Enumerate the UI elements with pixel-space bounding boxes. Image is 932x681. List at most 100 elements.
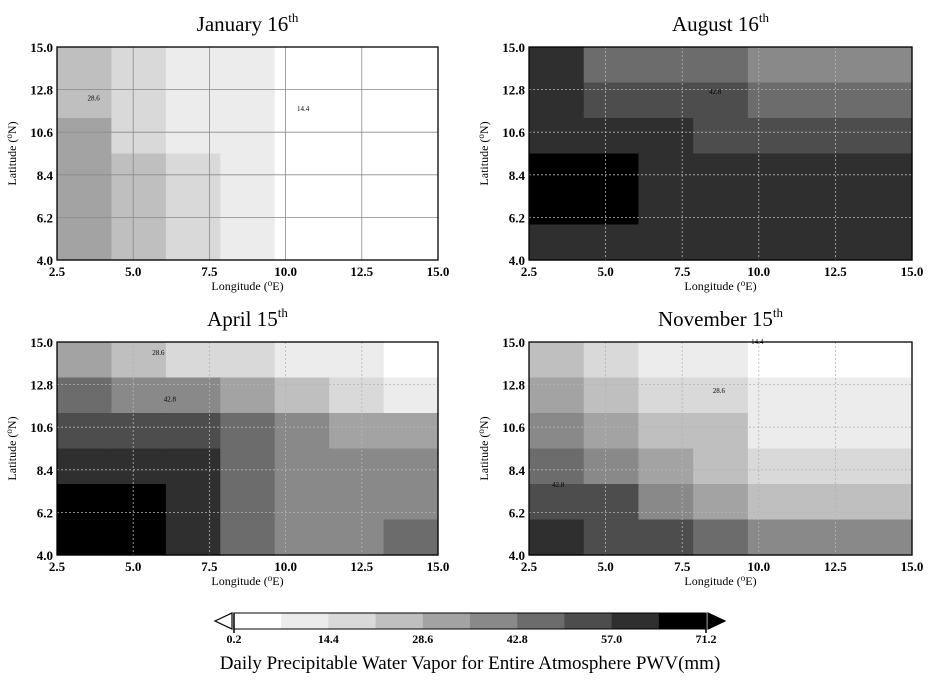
heatmap-cell (111, 224, 167, 261)
x-axis-label-degree: o (268, 278, 273, 288)
heatmap-cell (583, 118, 640, 155)
heatmap-cell (693, 519, 749, 556)
heatmap-cell (274, 82, 330, 119)
panel-title-text: April 15 (207, 307, 278, 331)
heatmap-cell (383, 413, 439, 450)
heatmap-cell (57, 448, 113, 485)
heatmap-cell (747, 47, 804, 84)
heatmap-cell (383, 377, 439, 414)
heatmap-cell (802, 413, 858, 450)
heatmap-cell (638, 413, 694, 450)
heatmap-cell (329, 377, 385, 414)
heatmap-cell (693, 484, 749, 521)
plot-frame (528, 341, 913, 556)
heatmap-cell (274, 519, 330, 556)
contour-label: 14.4 (751, 338, 764, 346)
contour-label: 28.6 (152, 349, 165, 357)
x-tick-label: 7.5 (201, 264, 218, 279)
y-tick-label: 6.2 (509, 210, 525, 225)
colorbar-tick-label: 0.2 (227, 632, 242, 646)
heatmap-cell (802, 189, 858, 226)
y-tick-label: 4.0 (509, 253, 525, 268)
heatmap-cell (529, 47, 585, 84)
heatmap-cell (274, 413, 330, 450)
y-tick-label: 10.6 (502, 125, 525, 140)
x-tick-label: 2.5 (521, 264, 538, 279)
y-tick-label: 10.6 (502, 420, 525, 435)
heatmap-cell (165, 342, 221, 379)
heatmap-cell (329, 118, 385, 155)
heatmap-cell (111, 82, 167, 119)
heatmap-cell (529, 189, 585, 226)
heatmap-cell (529, 118, 585, 155)
panel-2: 42.8 2.5 5.0 7.5 10.0 12.5 15.0 15.0 12.8 10.6 8.4… (476, 10, 923, 293)
heatmap-cell (220, 519, 276, 556)
heatmap-cell (802, 377, 858, 414)
y-tick-label: 15.0 (502, 40, 525, 55)
heatmap-cell (274, 342, 330, 379)
y-tick-label: 4.0 (37, 253, 53, 268)
heatmap-cell (529, 153, 585, 190)
y-axis-label-text: Latitude ( (5, 139, 19, 186)
heatmap-cell (220, 342, 276, 379)
heatmap-cell (383, 519, 439, 556)
heatmap-cell (220, 47, 276, 84)
x-tick-label: 5.0 (597, 559, 613, 574)
heatmap-cell (274, 153, 330, 190)
heatmap-cells (57, 342, 439, 556)
heatmap-cell (583, 47, 640, 84)
heatmap-cell (57, 484, 113, 521)
contour-label: 42.8 (552, 481, 565, 489)
heatmap-cell (165, 484, 221, 521)
x-axis-label-degree: o (268, 573, 273, 583)
heatmap-cell (274, 377, 330, 414)
x-tick-label: 12.5 (824, 264, 847, 279)
colorbar-swatch (564, 613, 612, 629)
heatmap-cell (383, 118, 439, 155)
colorbar-tick-label: 42.8 (507, 632, 528, 646)
heatmap-cell (529, 519, 585, 556)
panel-4: 14.4 28.6 42.8 2.5 5.0 7.5 10.0 12.5 15.0 15.0 12.… (476, 305, 923, 588)
contour-label: 14.4 (297, 105, 310, 113)
heatmap-cell (57, 189, 113, 226)
x-tick-label: 10.0 (747, 559, 770, 574)
y-axis-label: Latitude (oN) (476, 416, 491, 480)
contour-label: 28.6 (88, 94, 101, 102)
heatmap-cell (693, 47, 749, 84)
y-tick-label: 6.2 (37, 505, 53, 520)
heatmap-cell (111, 118, 167, 155)
y-axis-label-degree: o (4, 429, 14, 434)
heatmap-cell (747, 448, 804, 485)
heatmap-cell (638, 342, 694, 379)
x-tick-label: 10.0 (274, 264, 297, 279)
heatmap-cell (111, 377, 167, 414)
heatmap-cell (638, 153, 694, 190)
heatmap-cell (57, 153, 113, 190)
heatmap-cell (638, 377, 694, 414)
y-axis-label-end: N) (5, 416, 19, 429)
heatmap-cells (529, 47, 913, 261)
heatmap-cell (693, 342, 749, 379)
heatmap-cell (57, 118, 113, 155)
colorbar-tick-label: 71.2 (696, 632, 717, 646)
y-axis-label-end: N) (5, 121, 19, 134)
heatmap-cell (529, 377, 585, 414)
y-tick-label: 15.0 (30, 40, 53, 55)
heatmap-cell (383, 224, 439, 261)
heatmap-cell (329, 224, 385, 261)
x-tick-label: 2.5 (49, 264, 66, 279)
y-axis-label-text: Latitude ( (477, 434, 491, 481)
heatmap-cell (383, 342, 439, 379)
colorbar: 0.2 14.4 28.6 42.8 57.0 71.2 Daily Precipitab… (213, 612, 727, 674)
contour-label: 42.8 (709, 88, 722, 96)
heatmap-cell (638, 189, 694, 226)
heatmap-cell (693, 189, 749, 226)
contour-label: 28.6 (713, 387, 726, 395)
heatmap-cell (220, 153, 276, 190)
heatmap-cell (802, 224, 858, 261)
heatmap-cell (165, 377, 221, 414)
colorbar-swatches (234, 613, 707, 629)
heatmap-cell (383, 82, 439, 119)
heatmap-cell (57, 342, 113, 379)
heatmap-cell (274, 118, 330, 155)
